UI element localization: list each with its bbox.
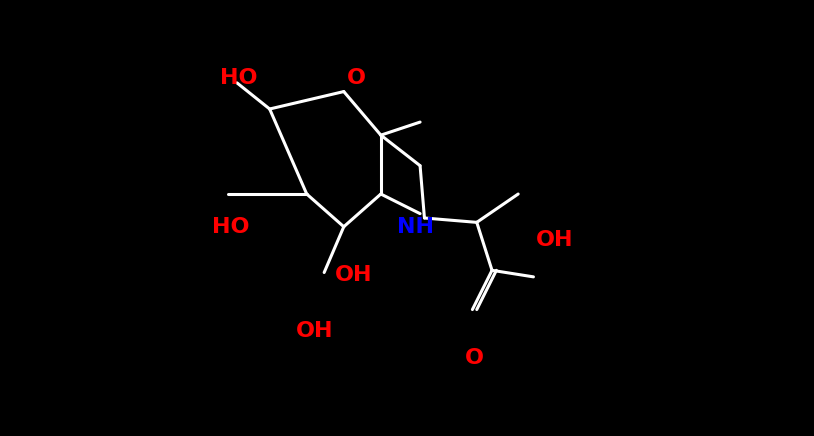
Text: NH: NH: [397, 217, 434, 237]
Text: HO: HO: [221, 68, 258, 89]
Text: HO: HO: [212, 217, 249, 237]
Text: OH: OH: [335, 265, 373, 285]
Text: O: O: [348, 68, 366, 89]
Text: OH: OH: [536, 230, 573, 250]
Text: O: O: [465, 347, 484, 368]
Text: OH: OH: [295, 321, 333, 341]
